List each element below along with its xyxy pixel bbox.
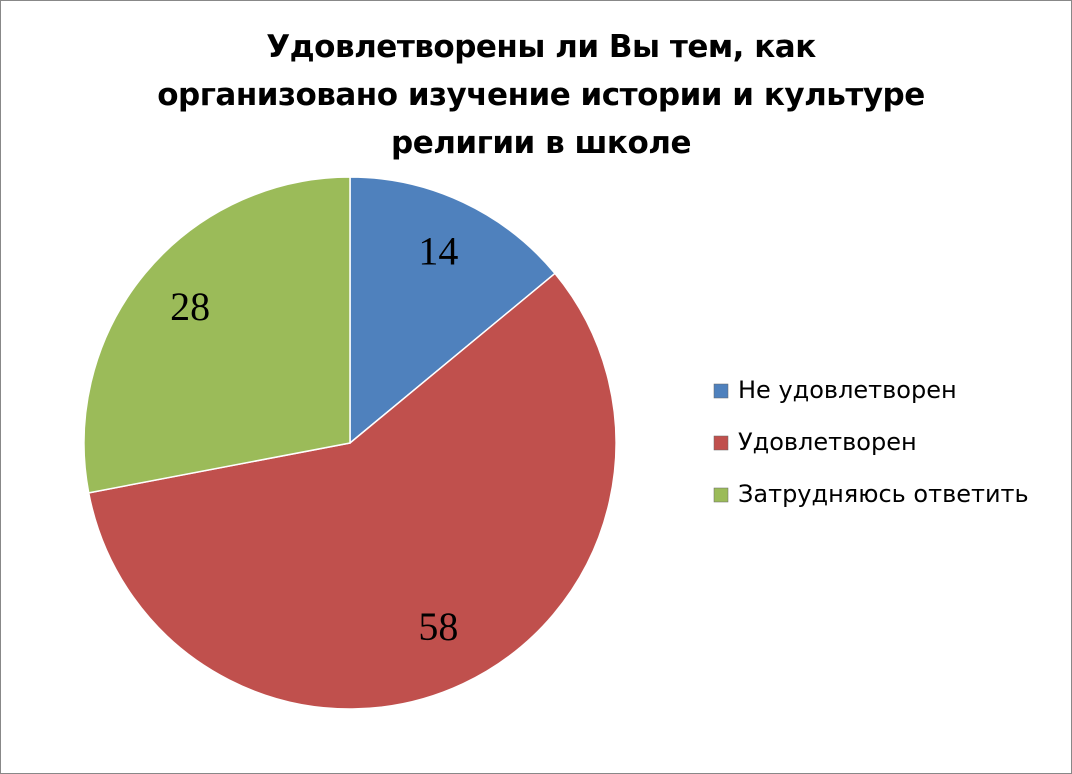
data-label: 14 bbox=[418, 228, 458, 273]
data-label: 28 bbox=[170, 284, 210, 329]
legend-label: Затрудняюсь ответить bbox=[738, 480, 1029, 508]
legend-swatch bbox=[713, 487, 729, 503]
legend-swatch bbox=[713, 383, 729, 399]
legend-swatch bbox=[713, 435, 729, 451]
chart-title: Удовлетворены ли Вы тем, как организован… bbox=[157, 29, 925, 161]
pie-slice bbox=[349, 176, 557, 445]
pie-slice bbox=[83, 176, 351, 494]
pie-slice bbox=[87, 272, 617, 710]
legend-label: Не удовлетворен bbox=[738, 376, 957, 404]
data-label: 58 bbox=[418, 604, 458, 649]
legend-label: Удовлетворен bbox=[738, 428, 917, 456]
